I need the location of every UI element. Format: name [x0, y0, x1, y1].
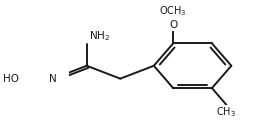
Text: NH$_2$: NH$_2$ [89, 29, 110, 43]
Text: HO: HO [3, 74, 19, 84]
Text: CH$_3$: CH$_3$ [216, 106, 236, 119]
Text: N: N [49, 74, 57, 84]
Text: O: O [169, 20, 177, 30]
Text: OCH$_3$: OCH$_3$ [159, 4, 187, 18]
